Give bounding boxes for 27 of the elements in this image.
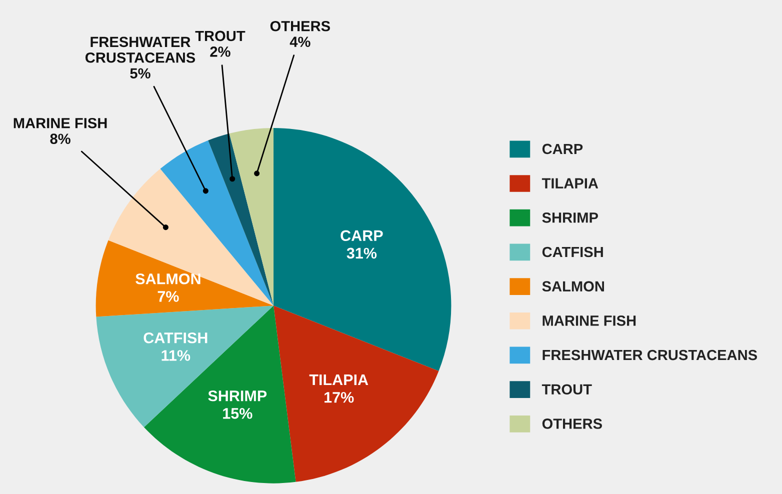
slice-label: SALMON (136, 273, 200, 284)
data-label: 11% (162, 350, 190, 361)
slice-label: OTHERS (270, 20, 330, 32)
slice-label: FRESHWATER CRUSTACEANS (85, 36, 196, 63)
legend-label: FRESHWATER CRUSTACEANS (542, 350, 758, 360)
slice-label: CATFISH (144, 332, 208, 344)
legend-label: TROUT (542, 384, 592, 395)
data-label: 4% (290, 36, 310, 47)
legend-label: SALMON (542, 281, 604, 292)
legend-label: MARINE FISH (542, 316, 636, 326)
data-label: 2% (210, 46, 230, 57)
slice-label: SHRIMP (208, 390, 267, 402)
legend-label: SHRIMP (542, 212, 598, 223)
slice-label: TROUT (195, 30, 246, 42)
data-label: 17% (324, 392, 354, 403)
data-label: 8% (50, 134, 70, 144)
slice-label: MARINE FISH (14, 118, 107, 128)
legend-label: CATFISH (542, 246, 603, 258)
slice-label: TILAPIA (309, 374, 368, 386)
data-label: 15% (223, 408, 252, 419)
data-label: 5% (130, 68, 150, 79)
legend-label: OTHERS (542, 418, 602, 429)
legend-label: TILAPIA (542, 178, 598, 188)
data-label: 7% (158, 291, 179, 302)
legend-label: CARP (542, 144, 583, 154)
slice-label: CARP (340, 230, 383, 242)
data-label: 31% (346, 248, 377, 259)
